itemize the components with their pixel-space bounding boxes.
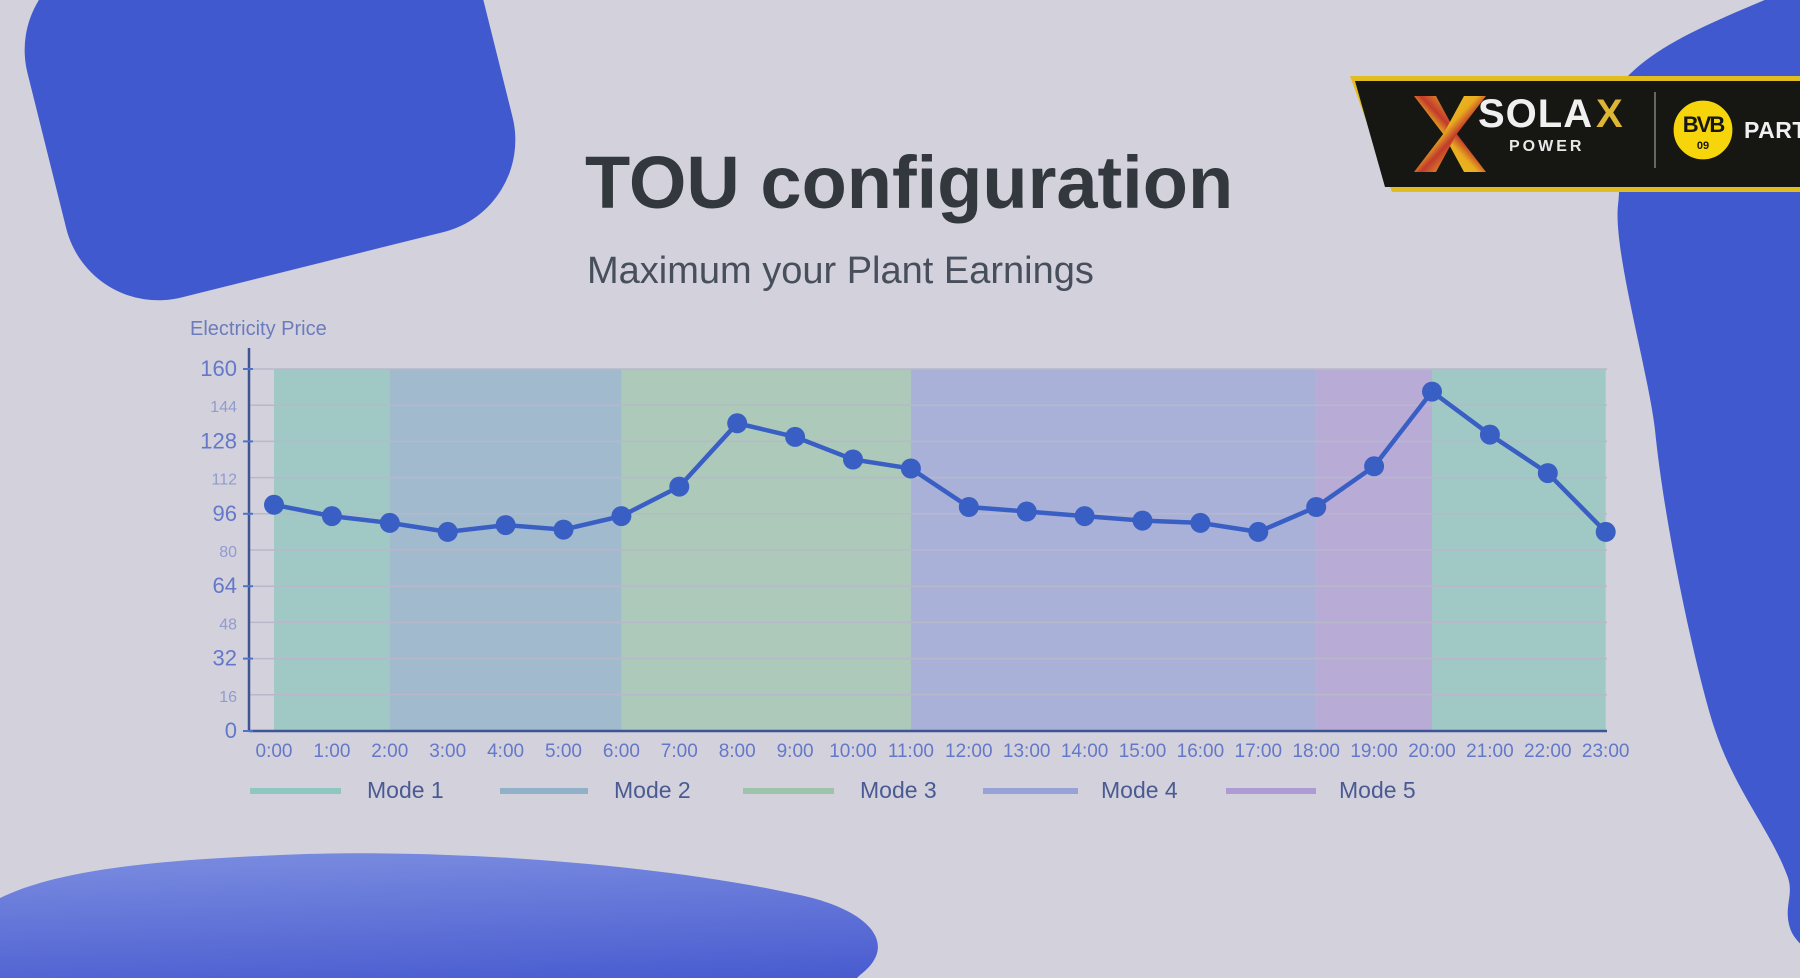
svg-text:144: 144 xyxy=(210,399,237,416)
svg-text:X: X xyxy=(1596,92,1624,136)
svg-text:48: 48 xyxy=(219,616,237,633)
svg-text:16: 16 xyxy=(219,689,237,706)
svg-text:2:00: 2:00 xyxy=(371,741,408,762)
svg-text:09: 09 xyxy=(1697,140,1709,152)
svg-text:14:00: 14:00 xyxy=(1061,741,1109,762)
svg-text:BVB: BVB xyxy=(1683,112,1725,137)
svg-text:128: 128 xyxy=(200,428,237,453)
svg-text:0:00: 0:00 xyxy=(256,741,293,762)
svg-text:0: 0 xyxy=(225,718,237,743)
svg-text:32: 32 xyxy=(213,646,237,671)
svg-text:23:00: 23:00 xyxy=(1582,741,1630,762)
svg-text:160: 160 xyxy=(200,356,237,381)
svg-text:11:00: 11:00 xyxy=(888,741,934,762)
svg-text:10:00: 10:00 xyxy=(829,741,877,762)
svg-text:9:00: 9:00 xyxy=(777,741,814,762)
svg-text:1:00: 1:00 xyxy=(313,741,350,762)
svg-text:6:00: 6:00 xyxy=(603,741,640,762)
svg-text:21:00: 21:00 xyxy=(1466,741,1514,762)
svg-text:5:00: 5:00 xyxy=(545,741,582,762)
svg-text:13:00: 13:00 xyxy=(1003,741,1051,762)
svg-text:80: 80 xyxy=(219,544,237,561)
svg-text:20:00: 20:00 xyxy=(1408,741,1456,762)
svg-text:4:00: 4:00 xyxy=(487,741,524,762)
svg-text:112: 112 xyxy=(211,472,237,489)
svg-text:SOLA: SOLA xyxy=(1478,92,1593,136)
svg-text:7:00: 7:00 xyxy=(661,741,698,762)
svg-text:19:00: 19:00 xyxy=(1350,741,1398,762)
svg-text:17:00: 17:00 xyxy=(1235,741,1283,762)
svg-text:POWER: POWER xyxy=(1509,138,1584,155)
svg-text:15:00: 15:00 xyxy=(1119,741,1167,762)
svg-text:96: 96 xyxy=(213,501,237,526)
svg-text:12:00: 12:00 xyxy=(945,741,993,762)
svg-text:3:00: 3:00 xyxy=(429,741,466,762)
svg-text:8:00: 8:00 xyxy=(719,741,756,762)
svg-text:64: 64 xyxy=(213,573,237,598)
svg-text:PARTNER: PARTNER xyxy=(1744,117,1800,143)
svg-text:16:00: 16:00 xyxy=(1177,741,1225,762)
svg-text:22:00: 22:00 xyxy=(1524,741,1572,762)
svg-text:18:00: 18:00 xyxy=(1292,741,1340,762)
